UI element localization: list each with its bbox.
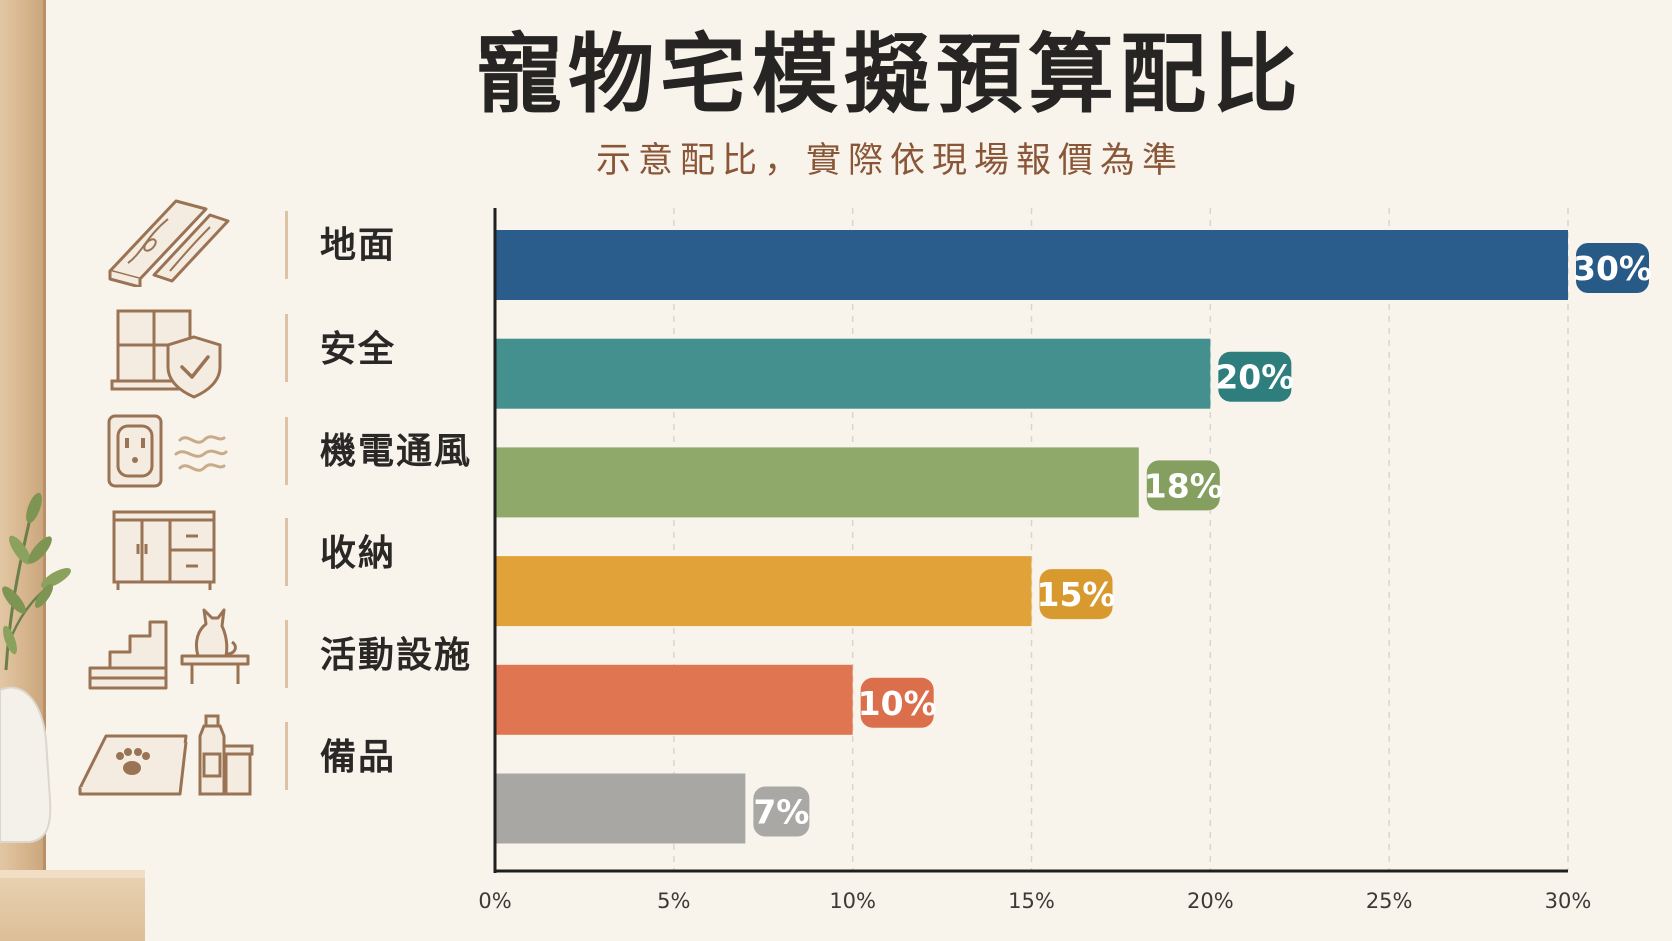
category-label-electrical: 機電通風 [320, 431, 473, 472]
data-label-badge [753, 786, 810, 837]
bar-5 [495, 773, 746, 844]
jar-icon [222, 744, 254, 796]
category-divider [285, 722, 288, 790]
data-label: 18% [1144, 466, 1223, 505]
category-label-activity: 活動設施 [320, 635, 473, 676]
x-tick-label: 20% [1187, 889, 1234, 913]
bar-4 [495, 664, 853, 735]
paw-mat-icon [78, 714, 254, 796]
data-label-badge [1576, 243, 1649, 293]
potted-plant-icon [0, 492, 72, 843]
category-divider [285, 211, 288, 279]
data-label: 15% [1037, 575, 1116, 614]
x-tick-label: 25% [1366, 889, 1413, 913]
air-flow-icon [174, 435, 228, 472]
category-divider [285, 314, 288, 382]
category-label-safety: 安全 [320, 329, 397, 370]
data-label: 7% [753, 793, 809, 832]
bar-0 [495, 230, 1568, 300]
chart-subtitle: 示意配比，實際依現場報價為準 [595, 141, 1184, 181]
pet-stairs-icon [88, 608, 250, 690]
data-label: 10% [858, 684, 937, 723]
x-tick-label: 0% [478, 889, 511, 913]
window-icon [110, 309, 222, 399]
bar-2 [495, 447, 1139, 518]
x-tick-label: 10% [829, 889, 876, 913]
category-divider [285, 620, 288, 688]
cabinet-icon [112, 510, 216, 590]
chart-title: 寵物宅模擬預算配比 [476, 24, 1304, 125]
data-label-badge [1039, 569, 1113, 620]
category-label-supplies: 備品 [320, 737, 397, 778]
x-tick-label: 30% [1545, 889, 1592, 913]
x-tick-label: 15% [1008, 889, 1055, 913]
cat-on-shelf-icon [180, 608, 250, 684]
bottle-icon [198, 714, 226, 796]
wood-plank-icon [108, 199, 230, 287]
category-divider [285, 518, 288, 586]
data-label-badge [1218, 351, 1292, 402]
x-tick-label: 5% [657, 889, 690, 913]
bar-1 [495, 338, 1211, 409]
data-label-badge [860, 677, 934, 728]
shield-check-icon [166, 335, 222, 399]
power-outlet-icon [107, 414, 228, 488]
bar-3 [495, 556, 1032, 627]
wooden-shelf [0, 870, 145, 941]
data-label: 30% [1573, 249, 1652, 288]
category-label-storage: 收納 [320, 533, 397, 574]
data-label: 20% [1215, 358, 1294, 397]
category-label-floor: 地面 [320, 225, 397, 266]
data-label-badge [1146, 460, 1220, 511]
category-divider [285, 417, 288, 485]
